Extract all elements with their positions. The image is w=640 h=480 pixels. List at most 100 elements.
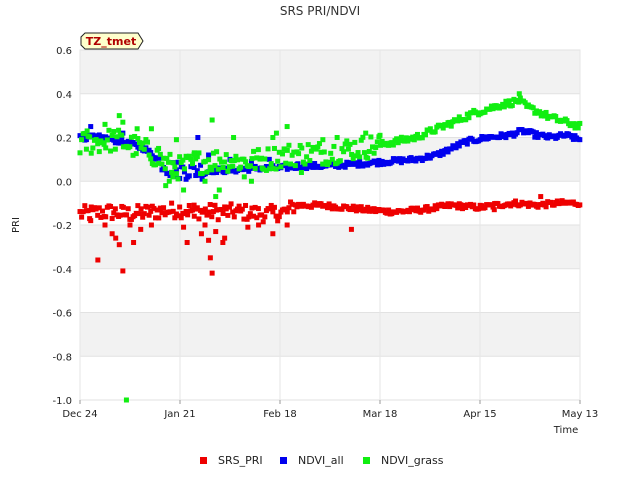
point-ndvi-grass bbox=[222, 159, 228, 165]
point-srs-pri bbox=[172, 215, 178, 221]
plot-band bbox=[80, 356, 580, 400]
x-tick-label: Feb 18 bbox=[263, 409, 297, 420]
point-srs-pri bbox=[178, 215, 184, 221]
point-ndvi-grass bbox=[506, 98, 512, 104]
point-ndvi-all bbox=[355, 163, 361, 169]
point-ndvi-grass bbox=[173, 137, 179, 143]
point-ndvi-grass bbox=[163, 183, 169, 189]
point-ndvi-all bbox=[114, 137, 120, 143]
point-ndvi-grass bbox=[104, 137, 110, 143]
point-ndvi-grass bbox=[243, 159, 249, 165]
point-ndvi-all bbox=[405, 158, 411, 164]
point-ndvi-grass bbox=[505, 102, 510, 108]
point-ndvi-grass bbox=[280, 151, 285, 157]
point-ndvi-grass bbox=[342, 141, 348, 147]
point-srs-pri bbox=[127, 222, 133, 228]
point-ndvi-grass bbox=[297, 142, 303, 148]
point-ndvi-grass bbox=[161, 155, 167, 161]
point-srs-pri bbox=[226, 204, 232, 210]
point-ndvi-grass bbox=[405, 138, 411, 144]
point-ndvi-grass bbox=[95, 141, 101, 147]
point-ndvi-all bbox=[577, 137, 583, 143]
point-ndvi-all bbox=[464, 141, 470, 147]
point-ndvi-grass bbox=[235, 157, 240, 163]
point-ndvi-grass bbox=[83, 146, 89, 152]
point-ndvi-grass bbox=[212, 163, 218, 169]
point-ndvi-all bbox=[408, 155, 414, 161]
point-srs-pri bbox=[154, 207, 160, 213]
point-ndvi-all bbox=[122, 140, 128, 146]
point-srs-pri bbox=[128, 216, 134, 222]
point-ndvi-grass bbox=[101, 141, 107, 147]
point-ndvi-grass bbox=[355, 150, 361, 156]
point-ndvi-all bbox=[119, 136, 125, 142]
point-ndvi-grass bbox=[164, 155, 170, 161]
point-srs-pri bbox=[249, 205, 255, 211]
point-ndvi-all bbox=[112, 140, 118, 146]
point-srs-pri bbox=[259, 212, 265, 218]
point-ndvi-grass bbox=[304, 154, 310, 160]
y-tick-label: -0.6 bbox=[52, 309, 72, 320]
point-ndvi-grass bbox=[216, 187, 222, 193]
point-ndvi-all bbox=[117, 140, 123, 146]
x-tick-label: Apr 15 bbox=[463, 409, 496, 420]
point-ndvi-all bbox=[312, 161, 318, 167]
point-srs-pri bbox=[283, 206, 289, 212]
point-ndvi-all bbox=[435, 150, 441, 156]
point-srs-pri bbox=[239, 206, 245, 212]
point-ndvi-grass bbox=[170, 160, 176, 166]
point-srs-pri bbox=[284, 222, 290, 228]
point-ndvi-grass bbox=[347, 141, 353, 147]
point-ndvi-grass bbox=[299, 145, 305, 151]
point-srs-pri bbox=[318, 201, 324, 207]
point-srs-pri bbox=[463, 205, 469, 211]
point-ndvi-grass bbox=[466, 115, 472, 121]
point-ndvi-grass bbox=[210, 150, 216, 156]
point-ndvi-grass bbox=[307, 158, 313, 164]
point-ndvi-grass bbox=[411, 137, 417, 143]
point-srs-pri bbox=[131, 240, 137, 245]
point-ndvi-grass bbox=[349, 151, 355, 157]
point-srs-pri bbox=[329, 206, 335, 212]
point-ndvi-grass bbox=[276, 149, 282, 155]
plot-band bbox=[80, 50, 580, 94]
point-srs-pri bbox=[434, 206, 440, 212]
point-srs-pri bbox=[194, 205, 200, 211]
point-srs-pri bbox=[95, 257, 101, 263]
point-ndvi-grass bbox=[134, 126, 140, 132]
point-srs-pri bbox=[209, 270, 215, 276]
point-srs-pri bbox=[267, 206, 273, 212]
point-ndvi-grass bbox=[177, 154, 183, 160]
point-ndvi-grass bbox=[344, 138, 350, 144]
point-ndvi-all bbox=[503, 135, 509, 141]
point-ndvi-grass bbox=[318, 149, 324, 155]
point-ndvi-grass bbox=[379, 138, 385, 144]
point-ndvi-grass bbox=[166, 178, 172, 184]
point-ndvi-grass bbox=[373, 145, 379, 151]
point-srs-pri bbox=[218, 206, 224, 212]
point-ndvi-grass bbox=[241, 174, 247, 180]
point-ndvi-grass bbox=[156, 145, 162, 151]
point-ndvi-grass bbox=[334, 135, 340, 140]
point-ndvi-all bbox=[440, 151, 446, 157]
point-srs-pri bbox=[183, 208, 189, 214]
point-srs-pri bbox=[326, 201, 332, 207]
point-srs-pri bbox=[577, 202, 583, 208]
point-srs-pri bbox=[406, 209, 412, 215]
point-srs-pri bbox=[213, 229, 219, 235]
point-srs-pri bbox=[153, 215, 159, 221]
y-tick-label: -0.2 bbox=[52, 221, 72, 232]
point-ndvi-grass bbox=[337, 158, 343, 164]
point-ndvi-grass bbox=[238, 164, 244, 170]
point-ndvi-grass bbox=[175, 176, 181, 182]
point-ndvi-all bbox=[308, 161, 314, 167]
point-ndvi-grass bbox=[259, 165, 265, 171]
point-ndvi-grass bbox=[108, 148, 114, 154]
point-srs-pri bbox=[222, 235, 228, 241]
point-srs-pri bbox=[513, 198, 519, 204]
point-srs-pri bbox=[271, 204, 277, 210]
point-srs-pri bbox=[108, 204, 114, 210]
point-ndvi-grass bbox=[530, 105, 536, 111]
point-srs-pri bbox=[424, 204, 430, 210]
point-ndvi-all bbox=[463, 138, 469, 144]
